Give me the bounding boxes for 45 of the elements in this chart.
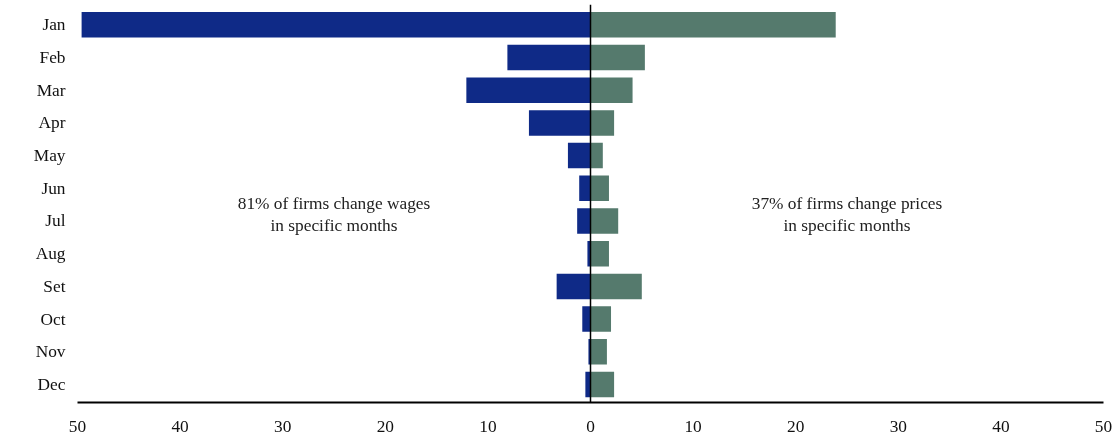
x-tick-label: 10 <box>479 416 497 436</box>
y-tick-label: Oct <box>40 309 66 329</box>
bar <box>590 77 633 103</box>
y-tick-label: Mar <box>36 80 66 100</box>
y-tick-label: Aug <box>35 244 66 264</box>
y-tick-label: Dec <box>37 375 66 395</box>
bar <box>590 240 609 267</box>
bar <box>590 175 609 202</box>
y-tick-label: Nov <box>35 342 66 362</box>
bar <box>567 142 591 169</box>
bar <box>590 142 603 169</box>
y-tick-label: Jan <box>42 15 66 35</box>
annotation: 81% of firms change wages in specific months <box>237 194 431 235</box>
x-tick-label: 0 <box>586 416 595 436</box>
bar <box>507 44 591 71</box>
x-tick-label: 30 <box>274 416 292 436</box>
bar <box>556 273 591 300</box>
bar <box>590 44 645 71</box>
y-tick-label: Apr <box>38 113 66 133</box>
x-tick-label: 20 <box>376 416 394 436</box>
bar <box>81 12 591 38</box>
bar <box>528 110 591 136</box>
bar <box>590 339 607 365</box>
bar <box>577 208 591 234</box>
x-tick-label: 20 <box>787 416 805 436</box>
bar <box>579 175 591 202</box>
x-tick-label: 40 <box>992 416 1010 436</box>
y-tick-label: May <box>33 146 66 166</box>
y-tick-label: Feb <box>39 47 66 67</box>
x-tick-label: 50 <box>68 416 87 436</box>
bar <box>590 371 615 398</box>
bar <box>590 110 615 136</box>
bar <box>590 208 619 234</box>
bar <box>466 77 591 103</box>
bar <box>590 273 642 300</box>
y-tick-label: Set <box>43 276 66 296</box>
annotation: 37% of firms change prices in specific months <box>751 194 943 235</box>
x-tick-label: 10 <box>684 416 702 436</box>
y-tick-label: Jun <box>41 178 66 198</box>
y-tick-label: Jul <box>45 211 66 231</box>
x-tick-label: 50 <box>1094 416 1113 436</box>
bar <box>590 12 836 38</box>
bar <box>590 306 612 332</box>
x-tick-label: 30 <box>889 416 907 436</box>
x-tick-label: 40 <box>171 416 189 436</box>
